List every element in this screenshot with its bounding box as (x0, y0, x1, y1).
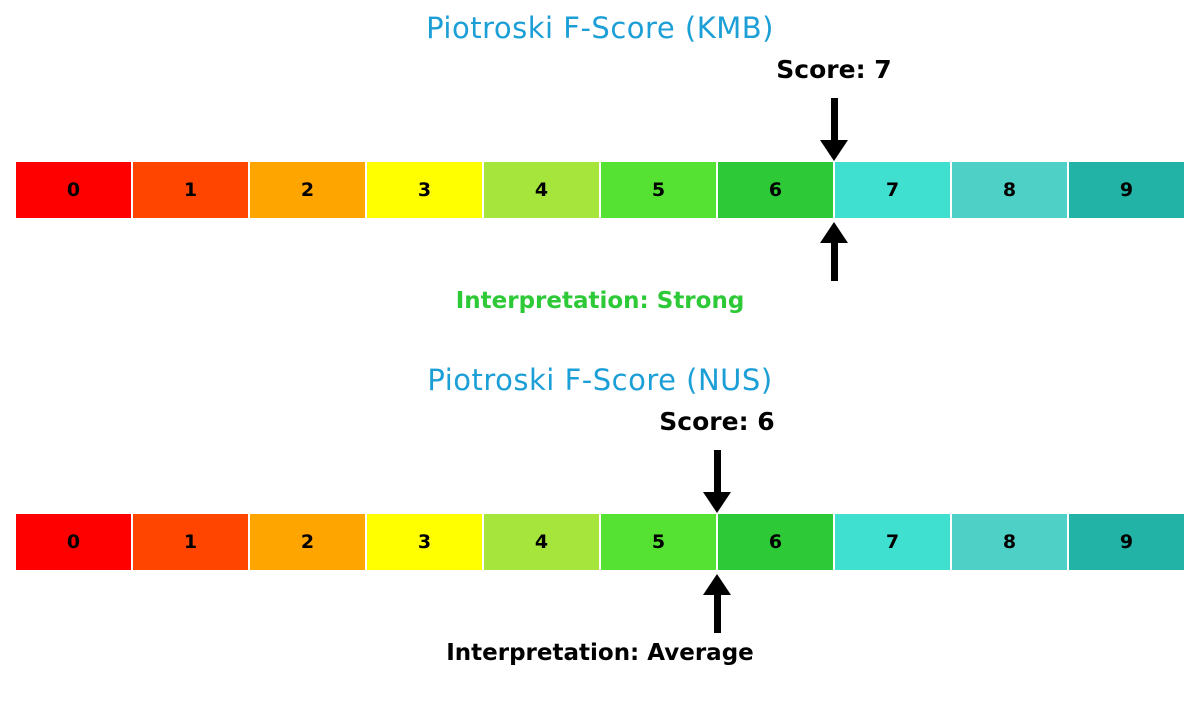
arrow-shaft (713, 450, 721, 492)
score-arrow-down-icon (703, 450, 731, 513)
scale-segment-7: 7 (834, 161, 951, 219)
scale-segment-5: 5 (600, 161, 717, 219)
scale-segment-2: 2 (249, 513, 366, 571)
scale-segment-7: 7 (834, 513, 951, 571)
arrow-shaft (830, 98, 838, 140)
scale-segment-8: 8 (951, 161, 1068, 219)
interpretation-label: Interpretation: Strong (455, 288, 745, 314)
score-arrow-down-icon (820, 98, 848, 161)
arrow-head (703, 574, 731, 595)
arrow-head (820, 140, 848, 161)
interpretation-label: Interpretation: Average (446, 640, 754, 666)
scale-segment-8: 8 (951, 513, 1068, 571)
arrow-head (703, 492, 731, 513)
score-label: Score: 6 (659, 407, 775, 436)
scale-segment-0: 0 (15, 513, 132, 571)
scale-segment-9: 9 (1068, 161, 1185, 219)
gauge-title: Piotroski F-Score (NUS) (427, 363, 773, 397)
scale-segment-4: 4 (483, 513, 600, 571)
gauge-title: Piotroski F-Score (KMB) (426, 11, 774, 45)
arrow-shaft (830, 243, 838, 281)
scale-segment-9: 9 (1068, 513, 1185, 571)
scale-segment-1: 1 (132, 513, 249, 571)
scale-segment-6: 6 (717, 513, 834, 571)
score-arrow-up-icon (820, 222, 848, 281)
score-label: Score: 7 (776, 55, 892, 84)
scale-segment-3: 3 (366, 513, 483, 571)
scale-segment-2: 2 (249, 161, 366, 219)
scale-segment-6: 6 (717, 161, 834, 219)
scale-segment-5: 5 (600, 513, 717, 571)
scale-segment-4: 4 (483, 161, 600, 219)
scale-segment-1: 1 (132, 161, 249, 219)
score-arrow-up-icon (703, 574, 731, 633)
scale-segment-3: 3 (366, 161, 483, 219)
arrow-head (820, 222, 848, 243)
scale-segment-0: 0 (15, 161, 132, 219)
arrow-shaft (713, 595, 721, 633)
